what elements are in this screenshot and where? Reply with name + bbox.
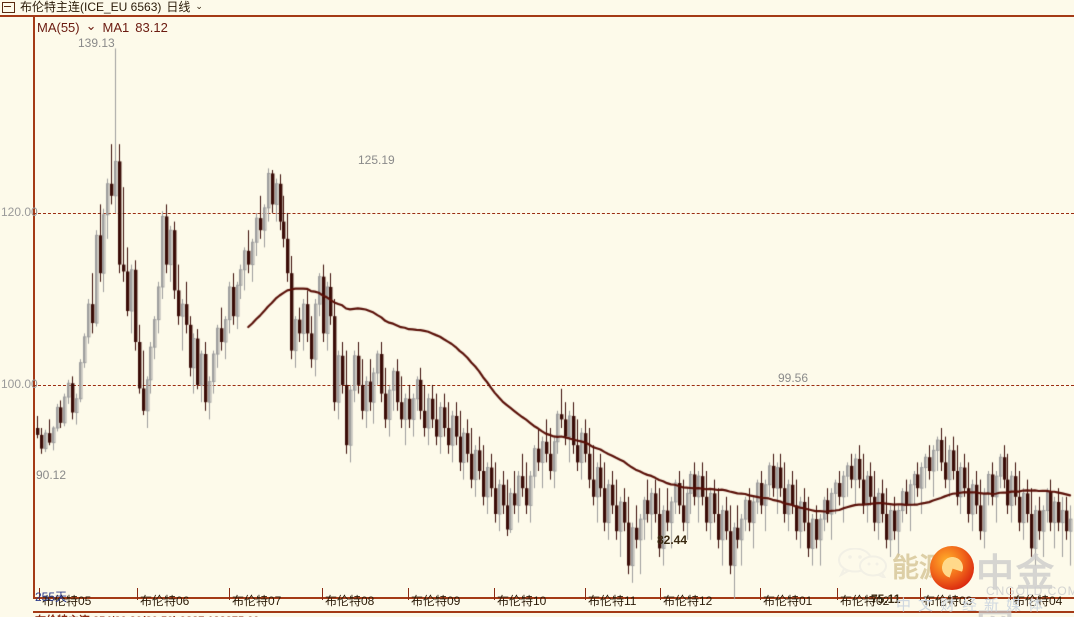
price-annotation: 99.56	[778, 371, 809, 385]
price-annotation: 90.12	[36, 468, 67, 482]
x-tick-label: 布伦特08	[325, 594, 375, 608]
x-tick-separator	[837, 588, 838, 600]
x-tick-label: 布伦特05	[42, 594, 92, 608]
x-tick-separator	[760, 588, 761, 600]
x-tick-separator	[494, 588, 495, 600]
x-tick-label: 布伦特01	[763, 594, 813, 608]
x-tick-label: 布伦特11	[588, 594, 637, 608]
x-tick-separator	[585, 588, 586, 600]
bar-count-label: 255天	[35, 590, 68, 604]
x-tick-separator	[408, 588, 409, 600]
ma-legend: MA(55) ⌄ MA1 83.12	[37, 18, 168, 35]
price-annotation: 82.44	[657, 533, 688, 547]
x-tick-separator	[660, 588, 661, 600]
x-tick-label: 布伦特04	[1013, 594, 1063, 608]
price-annotation: 139.13	[78, 36, 115, 50]
price-annotation: 125.19	[358, 153, 395, 167]
x-tick-label: 布伦特06	[140, 594, 190, 608]
x-tick-separator	[39, 588, 40, 600]
footer-status-strip: 布伦特主连 254/20.30(20.50) 9887 132375.00	[35, 612, 259, 617]
x-tick-label: 布伦特10	[497, 594, 547, 608]
x-tick-label: 布伦特02	[840, 594, 890, 608]
x-tick-label: 布伦特03	[923, 594, 973, 608]
ma-indicator-label[interactable]: MA(55)	[37, 19, 80, 35]
ma-series-value: 83.12	[135, 19, 168, 35]
x-tick-separator	[137, 588, 138, 600]
x-tick-label: 布伦特07	[232, 594, 282, 608]
x-tick-separator	[1010, 588, 1011, 600]
x-tick-separator	[229, 588, 230, 600]
price-annotation: 75.11	[871, 592, 901, 606]
x-tick-separator	[322, 588, 323, 600]
x-tick-separator	[920, 588, 921, 600]
ma-series-label: MA1	[102, 19, 130, 35]
x-tick-label: 布伦特12	[663, 594, 713, 608]
x-tick-label: 布伦特09	[411, 594, 461, 608]
ma-chevron-down-icon[interactable]: ⌄	[85, 18, 97, 33]
